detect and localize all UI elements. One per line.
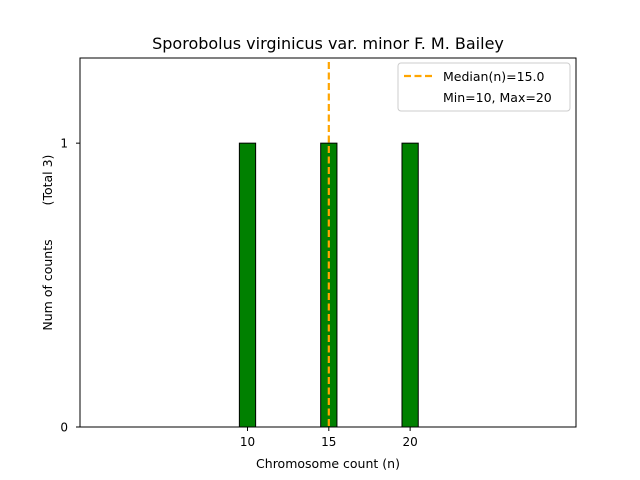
y-axis-total-label: (Total 3) <box>40 155 55 206</box>
x-tick-label-15: 15 <box>321 435 336 449</box>
plot-frame <box>79 57 577 428</box>
x-tick-label-10: 10 <box>240 435 255 449</box>
bar-10 <box>238 142 257 428</box>
bar-20 <box>401 142 419 428</box>
legend-median-label: Median(n)=15.0 <box>443 69 544 84</box>
legend-frame <box>397 62 571 112</box>
y-tick-label-0: 0 <box>60 421 68 435</box>
x-axis-label: Chromosome count (n) <box>256 456 400 471</box>
x-tick-label-20: 20 <box>402 435 417 449</box>
ticks-group: 10 15 20 0 1 <box>60 137 417 449</box>
chart-title: Sporobolus virginicus var. minor F. M. B… <box>152 34 504 53</box>
y-axis-label: Num of counts <box>40 239 55 330</box>
legend-range-label: Min=10, Max=20 <box>443 90 552 105</box>
legend: Median(n)=15.0 Min=10, Max=20 <box>397 62 571 112</box>
y-tick-label-1: 1 <box>60 137 68 151</box>
